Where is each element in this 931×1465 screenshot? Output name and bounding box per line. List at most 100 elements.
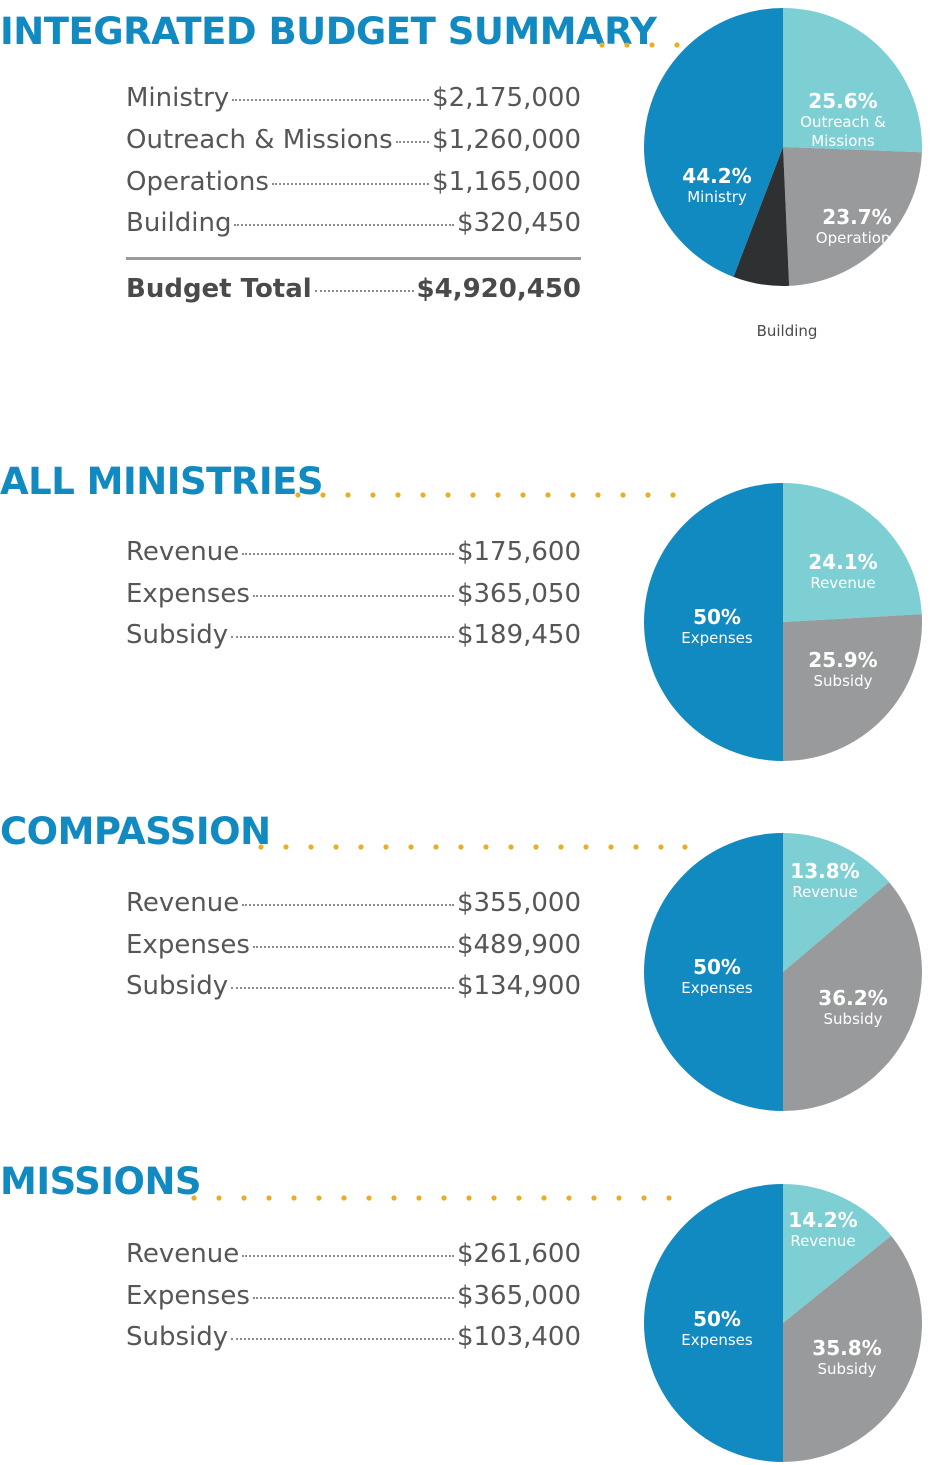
pie-slice-name: Subsidy <box>824 1010 883 1028</box>
row-value: $365,050 <box>456 579 581 609</box>
dotted-leader <box>191 1195 672 1201</box>
pie-percent-label: 25.6% <box>808 89 877 113</box>
total-label: Budget Total <box>126 274 312 304</box>
pie-percent-label: 14.2% <box>788 1208 857 1232</box>
pie-slice <box>644 833 783 1111</box>
budget-list: Revenue $355,000 Expenses $489,900 Subsi… <box>126 888 581 1018</box>
pie-percent-label: 13.8% <box>790 859 859 883</box>
row-label: Expenses <box>126 1281 250 1311</box>
row-label: Operations <box>126 167 269 197</box>
row-value: $189,450 <box>456 620 581 650</box>
total-value: $4,920,450 <box>416 274 581 304</box>
row-value: $134,900 <box>456 971 581 1001</box>
dotted-leader <box>599 42 680 48</box>
pie-slice-name: Operations <box>816 229 899 247</box>
pie-slice-name: Ministry <box>687 188 747 206</box>
dot-leader <box>252 946 454 948</box>
total-divider <box>126 257 581 260</box>
section-missions: MISSIONS Revenue $261,600 Expenses $365,… <box>0 1163 931 1363</box>
pie-slice <box>783 1184 892 1323</box>
dotted-leader <box>295 492 676 498</box>
row-value: $320,450 <box>456 208 581 238</box>
pie-slice <box>783 483 922 622</box>
section-all-ministries: ALL MINISTRIES Revenue $175,600 Expenses… <box>0 463 931 663</box>
dot-leader <box>242 904 454 906</box>
pie-slice <box>783 8 922 153</box>
pie-slice <box>783 1235 923 1462</box>
section-compassion: COMPASSION Revenue $355,000 Expenses $48… <box>0 813 931 1013</box>
pie-slice <box>783 614 923 761</box>
section-title: ALL MINISTRIES <box>0 460 324 503</box>
row-value: $365,000 <box>456 1281 581 1311</box>
pie-percent-label: 36.2% <box>818 986 887 1010</box>
row-value: $261,600 <box>456 1239 581 1269</box>
dot-leader <box>252 595 454 597</box>
dot-leader <box>395 141 430 143</box>
row-value: $489,900 <box>456 930 581 960</box>
row-label: Building <box>126 208 232 238</box>
row-label: Revenue <box>126 888 240 918</box>
row-value: $103,400 <box>456 1322 581 1352</box>
list-item: Operations $1,165,000 <box>126 167 581 199</box>
row-value: $1,260,000 <box>432 125 581 155</box>
list-item: Expenses $365,050 <box>126 579 581 611</box>
row-label: Expenses <box>126 579 250 609</box>
row-label: Subsidy <box>126 971 229 1001</box>
row-value: $175,600 <box>456 537 581 567</box>
list-item: Outreach & Missions $1,260,000 <box>126 125 581 157</box>
pie-slice-name: Revenue <box>790 1232 855 1250</box>
list-item: Revenue $261,600 <box>126 1239 581 1271</box>
list-item: Revenue $175,600 <box>126 537 581 569</box>
pie-percent-label: 44.2% <box>682 164 751 188</box>
pie-slice-name: Revenue <box>792 883 857 901</box>
pie-percent-label: 6.5% <box>761 292 814 314</box>
pie-slice-name: Expenses <box>681 979 753 997</box>
pie-chart-compassion: 13.8%Revenue 36.2%Subsidy 50%Expenses <box>644 833 922 1111</box>
pie-percent-label: 24.1% <box>808 550 877 574</box>
budget-list: Revenue $261,600 Expenses $365,000 Subsi… <box>126 1239 581 1369</box>
dot-leader <box>231 636 454 638</box>
pie-percent-label: 25.9% <box>808 648 877 672</box>
pie-slice <box>733 147 790 287</box>
list-item: Revenue $355,000 <box>126 888 581 920</box>
dot-leader <box>252 1297 454 1299</box>
row-label: Subsidy <box>126 1322 229 1352</box>
pie-slice <box>783 147 922 286</box>
section-title: MISSIONS <box>0 1160 202 1203</box>
list-item: Expenses $489,900 <box>126 930 581 962</box>
pie-slice <box>644 8 783 277</box>
dotted-leader <box>258 844 688 850</box>
list-item: Subsidy $134,900 <box>126 971 581 1003</box>
pie-slice-name: Outreach & <box>800 113 886 131</box>
row-label: Revenue <box>126 1239 240 1269</box>
pie-slice-name: Expenses <box>681 629 753 647</box>
list-item: Subsidy $103,400 <box>126 1322 581 1354</box>
row-label: Expenses <box>126 930 250 960</box>
pie-percent-label: 50% <box>693 1307 741 1331</box>
pie-slice-name: Building <box>757 322 818 340</box>
dot-leader <box>231 987 454 989</box>
pie-chart-missions: 14.2%Revenue 35.8%Subsidy 50%Expenses <box>644 1184 923 1462</box>
dot-leader <box>242 1255 454 1257</box>
row-value: $2,175,000 <box>432 83 581 113</box>
pie-chart-budget-summary: 25.6%Outreach &Missions 23.7%Operations 6.… <box>644 8 922 340</box>
pie-slice <box>783 833 889 972</box>
row-label: Revenue <box>126 537 240 567</box>
pie-slice-name: Subsidy <box>818 1360 877 1378</box>
budget-list: Ministry $2,175,000 Outreach & Missions … <box>126 83 581 323</box>
pie-percent-label: 50% <box>693 955 741 979</box>
row-label: Ministry <box>126 83 230 113</box>
pie-percent-label: 23.7% <box>822 205 891 229</box>
pie-slice-name: Revenue <box>810 574 875 592</box>
budget-total-row: Budget Total $4,920,450 <box>126 274 581 306</box>
pie-slice-name: Subsidy <box>814 672 873 690</box>
row-label: Outreach & Missions <box>126 125 393 155</box>
dot-leader <box>242 553 454 555</box>
section-budget-summary: INTEGRATED BUDGET SUMMARY Ministry $2,17… <box>0 13 931 353</box>
pie-slice-name: Expenses <box>681 1331 753 1349</box>
pie-slice <box>783 882 922 1111</box>
dot-leader <box>314 290 414 292</box>
list-item: Building $320,450 <box>126 208 581 240</box>
pie-percent-label: 35.8% <box>812 1336 881 1360</box>
pie-percent-label: 50% <box>693 605 741 629</box>
